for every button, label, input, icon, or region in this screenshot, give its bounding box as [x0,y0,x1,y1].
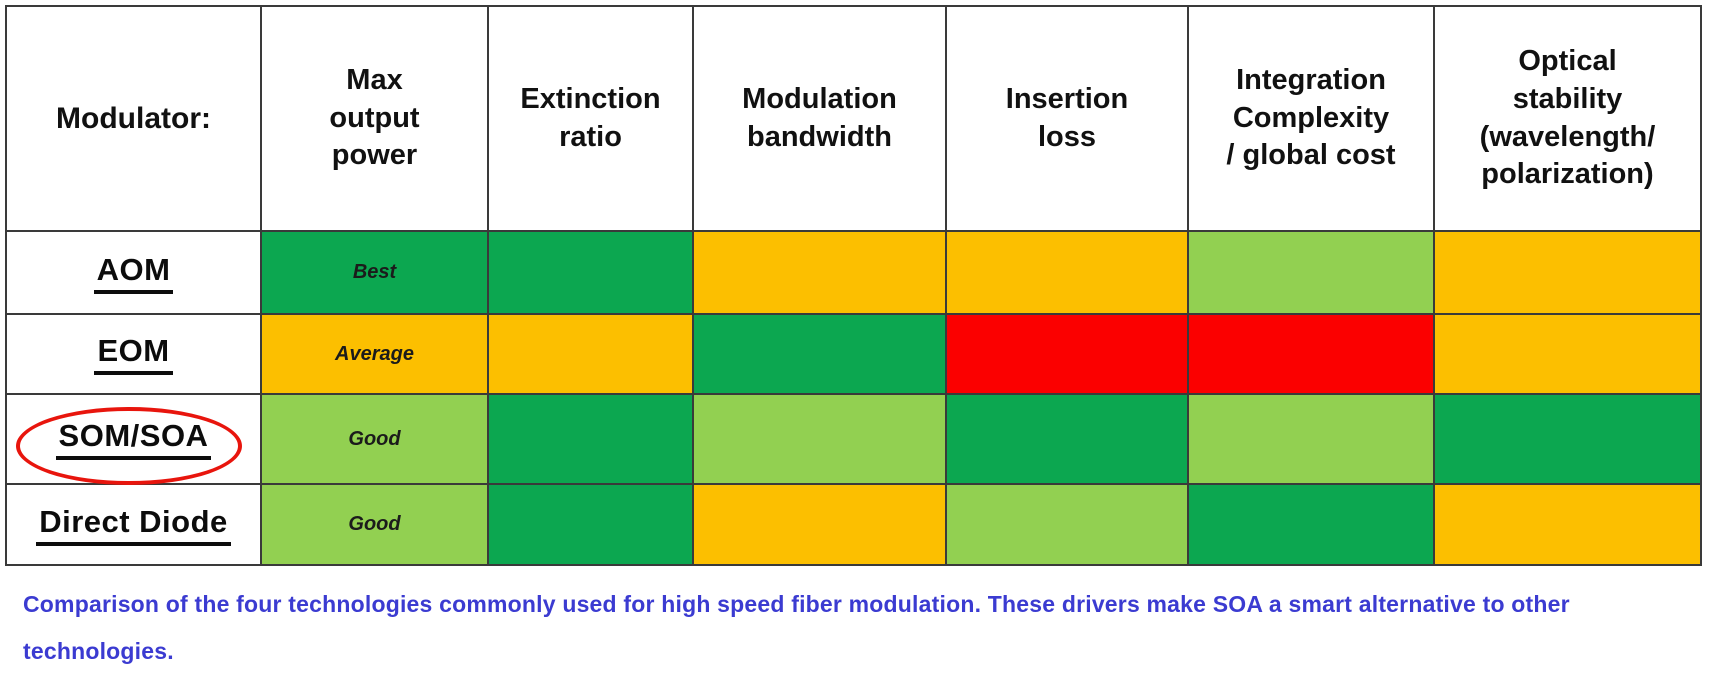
rating-cell-som-soa-insertion-loss [945,393,1189,485]
rating-cell-aom-insertion-loss [945,230,1189,315]
rating-cell-eom-modulation-bandwidth [692,313,947,395]
table-row-eom: EOM Average [5,313,1702,395]
modulator-comparison-table: Modulator: Max output power Extinction rat… [5,5,1702,566]
column-header-extinction-ratio: Extinction ratio [487,5,694,232]
rating-cell-direct-diode-max-output-power: Good [260,483,489,566]
rating-cell-direct-diode-optical-stability [1433,483,1702,566]
table-header-row: Modulator: Max output power Extinction rat… [5,5,1702,232]
rating-cell-aom-extinction-ratio [487,230,694,315]
column-header-modulator: Modulator: [5,5,262,232]
figure-caption: Comparison of the four technologies comm… [23,591,1570,665]
column-header-max-output-power: Max output power [260,5,489,232]
rating-cell-aom-optical-stability [1433,230,1702,315]
rating-cell-aom-modulation-bandwidth [692,230,947,315]
rating-cell-eom-integration-complexity [1187,313,1435,395]
rating-cell-aom-integration-complexity [1187,230,1435,315]
row-label-cell-direct-diode: Direct Diode [5,483,262,566]
rating-cell-eom-optical-stability [1433,313,1702,395]
table-row-aom: AOM Best [5,230,1702,315]
rating-cell-som-soa-integration-complexity [1187,393,1435,485]
rating-cell-direct-diode-extinction-ratio [487,483,694,566]
rating-cell-direct-diode-integration-complexity [1187,483,1435,566]
table-row-direct-diode: Direct Diode Good [5,483,1702,566]
column-header-integration-complexity: Integration Complexity / global cost [1187,5,1435,232]
row-label-cell-eom: EOM [5,313,262,395]
modulator-name-direct-diode: Direct Diode [36,504,231,546]
modulator-name-som-soa: SOM/SOA [55,418,212,460]
rating-cell-eom-insertion-loss [945,313,1189,395]
row-label-cell-aom: AOM [5,230,262,315]
rating-cell-som-soa-modulation-bandwidth [692,393,947,485]
rating-cell-eom-max-output-power: Average [260,313,489,395]
rating-cell-direct-diode-insertion-loss [945,483,1189,566]
rating-cell-eom-extinction-ratio [487,313,694,395]
rating-cell-som-soa-max-output-power: Good [260,393,489,485]
rating-cell-som-soa-extinction-ratio [487,393,694,485]
column-header-optical-stability: Optical stability (wavelength/ polarizat… [1433,5,1702,232]
modulator-name-eom: EOM [94,333,173,375]
table-row-som-soa: SOM/SOA Good [5,393,1702,485]
modulator-name-aom: AOM [93,252,174,294]
column-header-insertion-loss: Insertion loss [945,5,1189,232]
rating-cell-aom-max-output-power: Best [260,230,489,315]
row-label-cell-som-soa: SOM/SOA [5,393,262,485]
rating-cell-direct-diode-modulation-bandwidth [692,483,947,566]
rating-cell-som-soa-optical-stability [1433,393,1702,485]
column-header-modulation-bandwidth: Modulation bandwidth [692,5,947,232]
